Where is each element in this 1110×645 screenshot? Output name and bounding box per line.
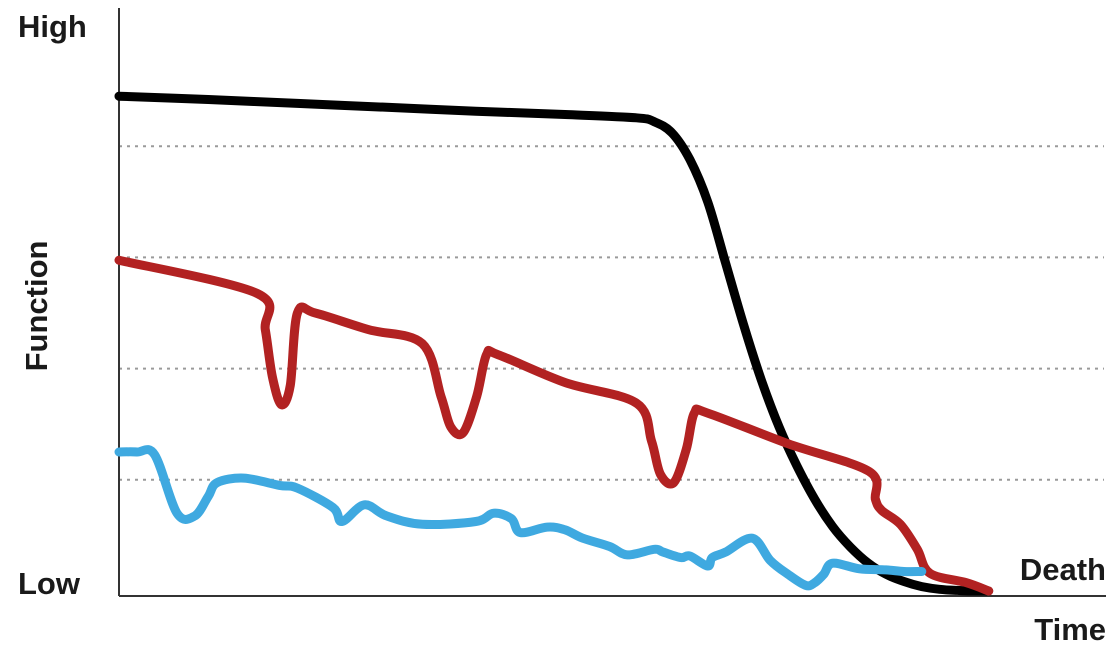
death-label: Death: [1020, 552, 1106, 587]
series-line-blue: [114, 445, 927, 591]
series-line-red: [114, 255, 994, 596]
y-axis-label: Function: [19, 241, 54, 372]
y-low-label: Low: [18, 566, 81, 601]
y-high-label: High: [18, 9, 87, 44]
series-line-black: [114, 91, 994, 596]
x-axis-label: Time: [1034, 612, 1106, 645]
series-lines: [114, 91, 994, 596]
